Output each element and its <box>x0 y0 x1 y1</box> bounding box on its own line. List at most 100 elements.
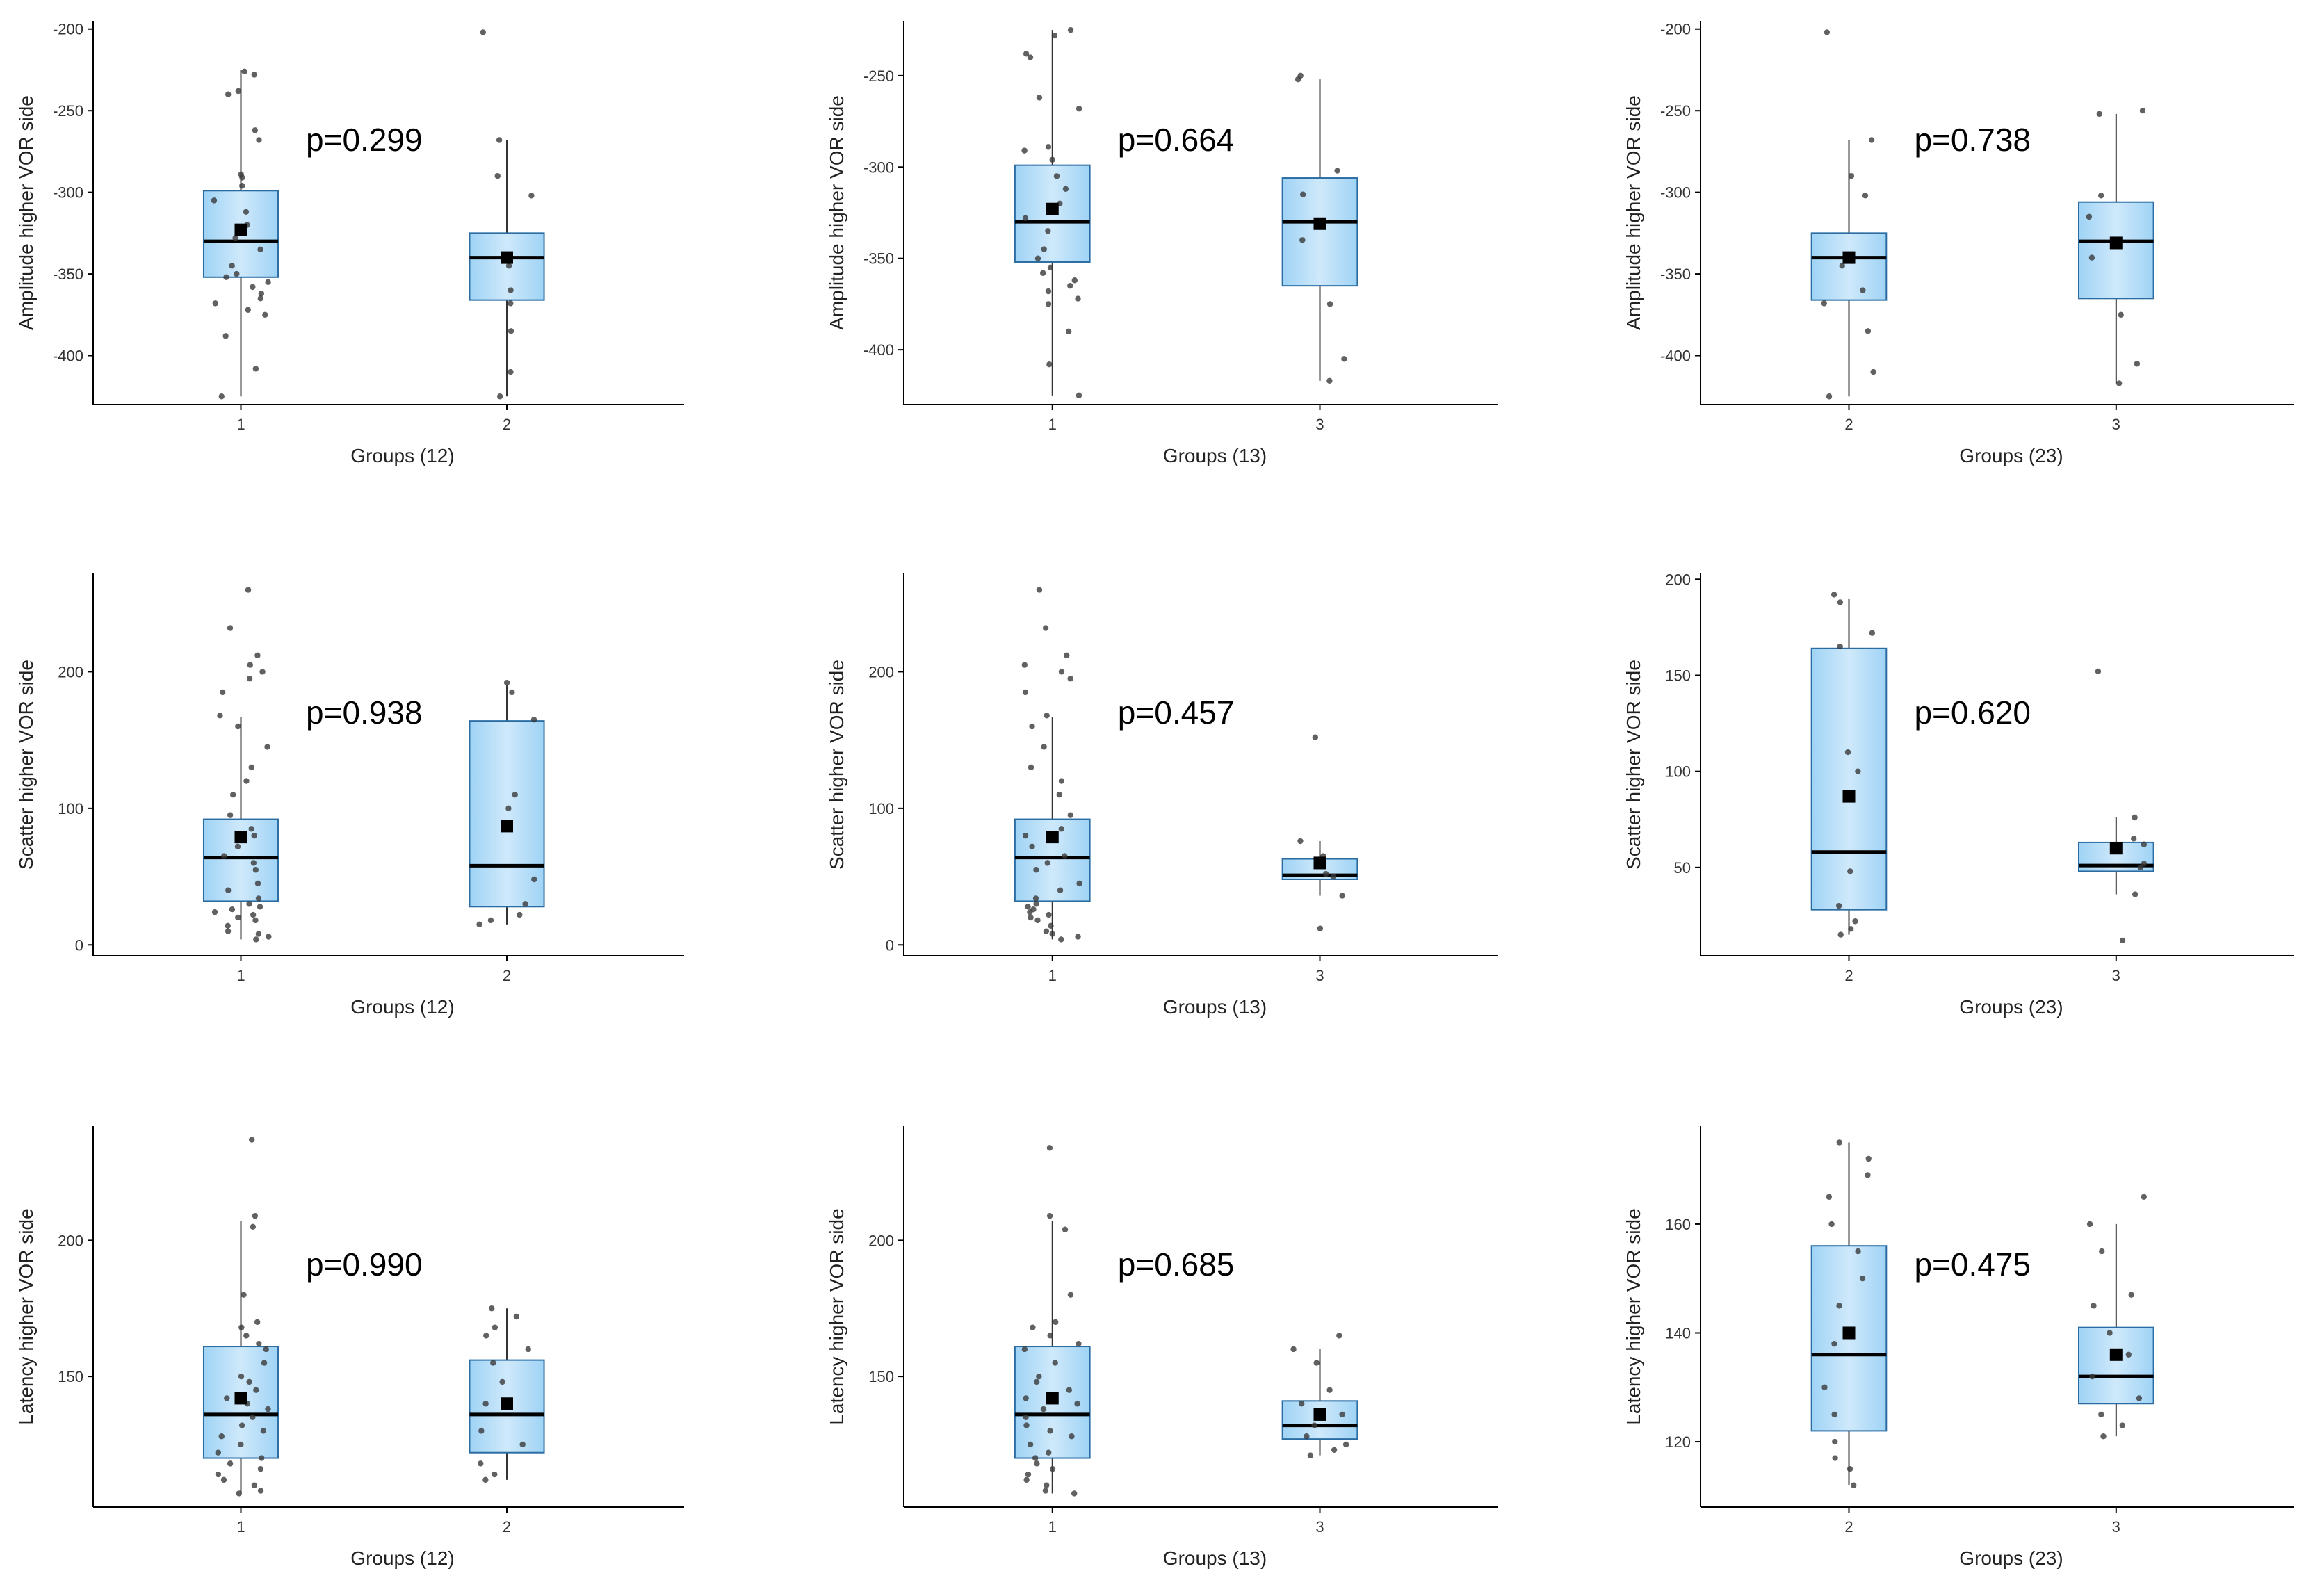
data-point <box>1046 1449 1052 1456</box>
y-tick-label: 200 <box>58 663 83 681</box>
x-tick-label: 3 <box>1315 416 1324 433</box>
chart-panel-5: 0 100 200 1 3 Groups (13) Scatter higher VOR s… <box>826 573 1498 1018</box>
data-point <box>255 895 262 902</box>
data-point <box>1848 926 1854 932</box>
x-tick-label: 3 <box>2112 416 2120 433</box>
mean-marker <box>1046 1392 1059 1405</box>
x-tick-label: 1 <box>1048 1518 1057 1536</box>
data-point <box>235 914 241 921</box>
data-point <box>2098 1411 2104 1418</box>
data-point <box>2100 1433 2107 1440</box>
y-tick-label: -200 <box>53 21 83 38</box>
data-point <box>229 263 235 269</box>
data-point <box>255 931 262 937</box>
data-point <box>1032 1455 1039 1461</box>
data-point <box>1043 928 1050 934</box>
data-point <box>262 311 268 318</box>
data-point <box>1290 1346 1297 1353</box>
chart-panel-2: -250 -300 -350 -400 1 3 Groups (13) Amplitude h… <box>826 21 1498 466</box>
data-point <box>218 393 225 400</box>
data-point <box>1062 853 1068 859</box>
y-axis-title: Scatter higher VOR side <box>15 660 37 870</box>
data-point <box>1859 1276 1866 1282</box>
data-point <box>1832 1438 1838 1445</box>
data-point <box>259 1455 265 1461</box>
data-point <box>1076 1340 1082 1347</box>
data-point <box>251 1482 258 1488</box>
y-tick-label: 200 <box>868 1232 894 1249</box>
data-point <box>1064 652 1070 659</box>
data-point <box>1297 838 1304 845</box>
data-point <box>238 1422 245 1428</box>
data-point <box>223 274 229 280</box>
data-point <box>1071 277 1078 284</box>
iqr-box <box>2077 1326 2154 1405</box>
data-point <box>2134 361 2141 367</box>
data-point <box>2119 937 2126 944</box>
p-value-label: p=0.685 <box>1118 1246 1235 1282</box>
y-tick-label: 0 <box>886 936 894 954</box>
data-point <box>1311 1422 1317 1428</box>
data-point <box>2141 1194 2147 1200</box>
x-tick-label: 3 <box>1315 1518 1324 1536</box>
data-point <box>1075 934 1081 940</box>
data-point <box>1832 1455 1838 1461</box>
data-point <box>252 917 259 924</box>
x-tick-label: 1 <box>236 416 245 433</box>
data-point <box>243 778 250 784</box>
data-point <box>1339 1411 1345 1418</box>
data-point <box>252 366 259 372</box>
data-point <box>1029 843 1035 850</box>
data-point <box>1025 1471 1032 1478</box>
data-point <box>1821 1384 1828 1390</box>
data-point <box>1028 914 1034 921</box>
data-point <box>1022 689 1029 696</box>
data-point <box>1865 1155 1872 1162</box>
data-point <box>1048 922 1054 929</box>
data-point <box>264 744 270 750</box>
data-point <box>239 183 245 189</box>
data-point <box>1058 936 1064 943</box>
data-point <box>253 1387 259 1393</box>
data-point <box>482 1476 489 1483</box>
y-axis-title: Scatter higher VOR side <box>1623 660 1644 870</box>
data-point <box>257 1466 264 1472</box>
data-point <box>225 91 232 97</box>
data-point <box>508 368 514 375</box>
data-point <box>248 826 254 832</box>
data-point <box>508 300 514 307</box>
box-group-3 <box>2077 107 2154 386</box>
data-point <box>1023 1422 1030 1428</box>
data-point <box>252 867 259 873</box>
data-point <box>238 1324 245 1330</box>
p-value-label: p=0.938 <box>306 694 423 731</box>
data-point <box>1030 906 1037 913</box>
data-point <box>221 853 227 859</box>
data-point <box>1341 356 1347 362</box>
box-group-1 <box>202 1137 279 1497</box>
box-group-2 <box>469 29 545 400</box>
data-point <box>257 904 263 910</box>
data-point <box>246 676 253 682</box>
data-point <box>241 1292 247 1298</box>
y-tick-label: -400 <box>1660 348 1691 365</box>
data-point <box>1045 228 1051 234</box>
data-point <box>1056 792 1062 798</box>
data-point <box>1851 1482 1857 1488</box>
iqr-box <box>1281 177 1358 287</box>
mean-marker <box>1313 217 1326 230</box>
data-point <box>1067 282 1073 289</box>
data-point <box>1045 301 1052 307</box>
data-point <box>2139 107 2146 114</box>
data-point <box>531 876 537 883</box>
y-tick-label: -400 <box>53 348 83 365</box>
data-point <box>505 805 512 812</box>
data-point <box>2088 254 2095 261</box>
data-point <box>1855 768 1861 774</box>
data-point <box>261 1360 268 1366</box>
data-point <box>224 1395 230 1401</box>
data-point <box>1021 147 1028 154</box>
mean-marker <box>2109 842 2123 855</box>
data-point <box>519 1441 526 1448</box>
